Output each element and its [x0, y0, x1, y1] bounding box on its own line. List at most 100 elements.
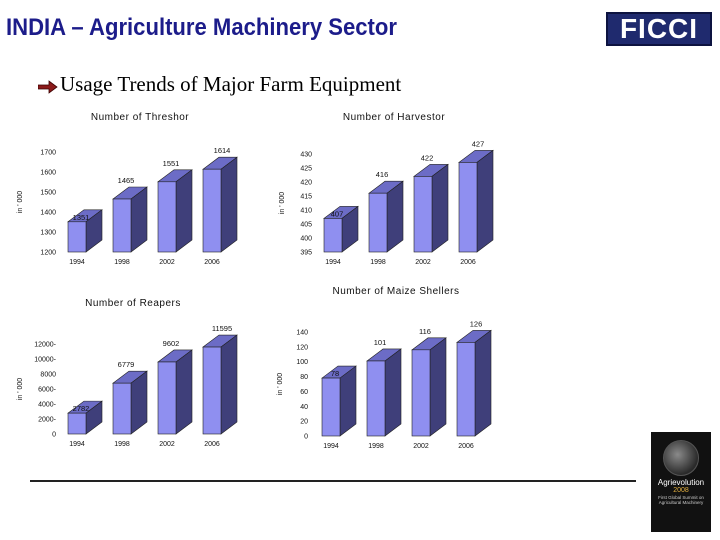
bar-front: [458, 162, 478, 253]
y-tick-label: 400: [300, 236, 312, 243]
y-axis-label: in ' 000: [17, 191, 24, 213]
y-tick-label: 8000: [40, 372, 56, 379]
bar-2006: [458, 149, 494, 253]
bar-front: [112, 198, 132, 253]
x-tick-label: 1994: [69, 259, 85, 266]
x-tick-label: 2002: [413, 443, 429, 450]
bar-2006: [456, 329, 492, 437]
bar-side: [429, 337, 447, 437]
bar-front: [67, 221, 87, 253]
agrievolution-badge: Agrievolution 2008 First Global Summit o…: [651, 432, 711, 532]
y-tick-label: 12000-: [34, 342, 56, 349]
bar-front: [411, 349, 431, 437]
harvester-chart: Number of Harvestor in ' 000 395 400 405 410 4…: [270, 104, 520, 279]
bar-front: [321, 377, 341, 437]
data-label: 116: [419, 327, 431, 336]
bar-side: [474, 329, 492, 437]
chart-title: Number of Threshor: [91, 112, 189, 123]
bar-front: [157, 181, 177, 253]
bar-front: [368, 192, 388, 253]
ficci-logo: FICCI: [606, 12, 712, 46]
y-tick-label: 40: [300, 404, 308, 411]
x-tick-label: 1998: [368, 443, 384, 450]
bar-2002: [411, 337, 447, 437]
bar-2002: [413, 163, 449, 253]
y-tick-label: 80: [300, 374, 308, 381]
bar-front: [323, 218, 343, 253]
y-tick-label: 10000-: [34, 357, 56, 364]
slide-subtitle: Usage Trends of Major Farm Equipment: [60, 72, 402, 96]
bar-side: [384, 348, 402, 437]
bar-side: [339, 365, 357, 437]
bar-front: [202, 346, 222, 435]
y-tick-label: 1400: [40, 210, 56, 217]
bar-2002: [157, 169, 193, 253]
badge-caption: First Global Summit on Agricultural Mach…: [658, 495, 704, 505]
bar-1998: [112, 370, 148, 435]
bar-1998: [112, 186, 148, 253]
data-label: 407: [331, 209, 344, 218]
y-tick-label: 1200: [40, 250, 56, 257]
x-tick-label: 2006: [204, 259, 220, 266]
data-label: 1614: [214, 146, 231, 155]
y-tick-label: 20: [300, 419, 308, 426]
bar-1998: [366, 348, 402, 437]
thresher-chart-svg: Number of Threshor in ' 000 1200 1300 1400 15…: [17, 112, 238, 266]
bar-side: [476, 149, 494, 253]
data-label: 427: [472, 139, 485, 148]
data-label: 11595: [212, 324, 232, 333]
x-tick-label: 1994: [323, 443, 339, 450]
y-axis-label: in ' 000: [277, 373, 284, 395]
bar-2002: [157, 349, 193, 435]
y-axis-label: in ' 000: [279, 192, 286, 214]
y-tick-label: 420: [300, 180, 312, 187]
maize-shellers-chart: Number of Maize Shellers in ' 000 0 20 40 60 8…: [270, 280, 520, 465]
chart-title: Number of Reapers: [85, 298, 181, 309]
y-tick-label: 0: [52, 432, 56, 439]
bar-side: [220, 334, 238, 435]
data-label: 9602: [163, 339, 180, 348]
bar-front: [67, 412, 87, 435]
arrow-bullet-icon: [38, 80, 58, 94]
x-tick-label: 1998: [114, 441, 130, 448]
harvester-chart-svg: Number of Harvestor in ' 000 395 400 405 410 4…: [279, 112, 494, 266]
bar-side: [175, 349, 193, 435]
y-tick-label: 410: [300, 208, 312, 215]
bar-1994: [321, 365, 357, 437]
bar-2006: [202, 334, 238, 435]
page-title: INDIA – Agriculture Machinery Sector: [6, 14, 397, 41]
footer-divider: [30, 480, 636, 482]
bar-1994: [323, 205, 359, 253]
x-tick-label: 2006: [204, 441, 220, 448]
bar-2006: [202, 156, 238, 253]
reapers-chart-svg: Number of Reapers in ' 000 0 2000- 4000- 6000…: [17, 298, 238, 448]
bar-front: [456, 342, 476, 437]
chart-title: Number of Maize Shellers: [332, 286, 459, 297]
bar-1998: [368, 180, 404, 253]
y-tick-label: 415: [300, 194, 312, 201]
y-tick-label: 395: [300, 250, 312, 257]
globe-icon: [663, 440, 699, 476]
y-tick-label: 0: [304, 434, 308, 441]
chart-title: Number of Harvestor: [343, 112, 445, 123]
data-label: 126: [470, 319, 483, 328]
data-label: 1465: [118, 176, 135, 185]
bar-front: [202, 168, 222, 253]
bar-front: [157, 361, 177, 435]
maize-shellers-chart-svg: Number of Maize Shellers in ' 000 0 20 40 60 8…: [277, 286, 492, 450]
bar-front: [112, 382, 132, 435]
x-tick-label: 2006: [458, 443, 474, 450]
x-tick-label: 1994: [325, 259, 341, 266]
y-tick-label: 140: [296, 330, 308, 337]
y-tick-label: 120: [296, 344, 308, 351]
data-label: 101: [374, 338, 387, 347]
y-tick-label: 1500: [40, 190, 56, 197]
bar-side: [220, 156, 238, 253]
x-tick-label: 2002: [159, 441, 175, 448]
bar-1994: [67, 209, 103, 253]
bar-side: [386, 180, 404, 253]
x-tick-label: 2002: [159, 259, 175, 266]
data-label: 6779: [118, 360, 135, 369]
x-tick-label: 1998: [114, 259, 130, 266]
bar-1994: [67, 400, 103, 435]
